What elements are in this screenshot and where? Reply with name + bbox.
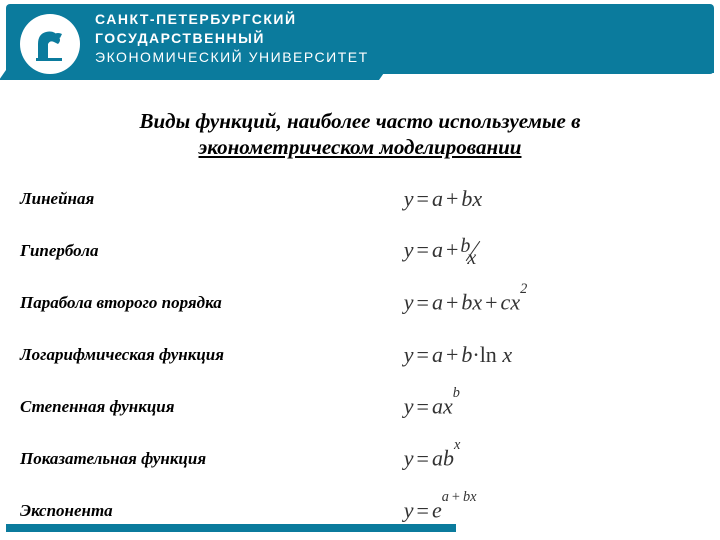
header: САНКТ-ПЕТЕРБУРГСКИЙ ГОСУДАРСТВЕННЫЙ ЭКОН… <box>0 0 720 88</box>
function-label: Парабола второго порядка <box>16 293 374 313</box>
logo-circle <box>20 14 80 74</box>
title-line1: Виды функций, наиболее часто используемы… <box>139 109 580 133</box>
header-accent-line <box>380 70 714 73</box>
table-row: Гипербола y=a+bx <box>16 225 704 277</box>
function-label: Экспонента <box>16 501 374 521</box>
function-label: Линейная <box>16 189 374 209</box>
griffin-icon <box>28 22 72 66</box>
function-label: Показательная функция <box>16 449 374 469</box>
function-table: Линейная y=a+bx Гипербола y=a+bx Парабол… <box>0 173 720 537</box>
title-line2: эконометрическом моделировании <box>199 135 522 159</box>
footer-accent <box>6 524 456 532</box>
table-row: Показательная функция y=abx <box>16 433 704 485</box>
page-title: Виды функций, наиболее часто используемы… <box>50 108 670 161</box>
university-name: САНКТ-ПЕТЕРБУРГСКИЙ ГОСУДАРСТВЕННЫЙ ЭКОН… <box>95 10 369 67</box>
formula-hyperbola: y=a+bx <box>374 237 704 265</box>
table-row: Степенная функция y=axb <box>16 381 704 433</box>
formula-log: y=a+b·ln x <box>374 342 704 368</box>
formula-power: y=axb <box>374 393 704 419</box>
formula-exponential: y=abx <box>374 445 704 471</box>
table-row: Линейная y=a+bx <box>16 173 704 225</box>
function-label: Логарифмическая функция <box>16 345 374 365</box>
function-label: Степенная функция <box>16 397 374 417</box>
function-label: Гипербола <box>16 241 374 261</box>
table-row: Логарифмическая функция y=a+b·ln x <box>16 329 704 381</box>
formula-parabola: y=a+bx+cx2 <box>374 289 704 315</box>
table-row: Парабола второго порядка y=a+bx+cx2 <box>16 277 704 329</box>
formula-linear: y=a+bx <box>374 186 704 212</box>
formula-exponent: y=ea+bx <box>374 497 704 523</box>
uni-line2: ГОСУДАРСТВЕННЫЙ <box>95 29 369 48</box>
uni-line3: ЭКОНОМИЧЕСКИЙ УНИВЕРСИТЕТ <box>95 48 369 67</box>
uni-line1: САНКТ-ПЕТЕРБУРГСКИЙ <box>95 10 369 29</box>
